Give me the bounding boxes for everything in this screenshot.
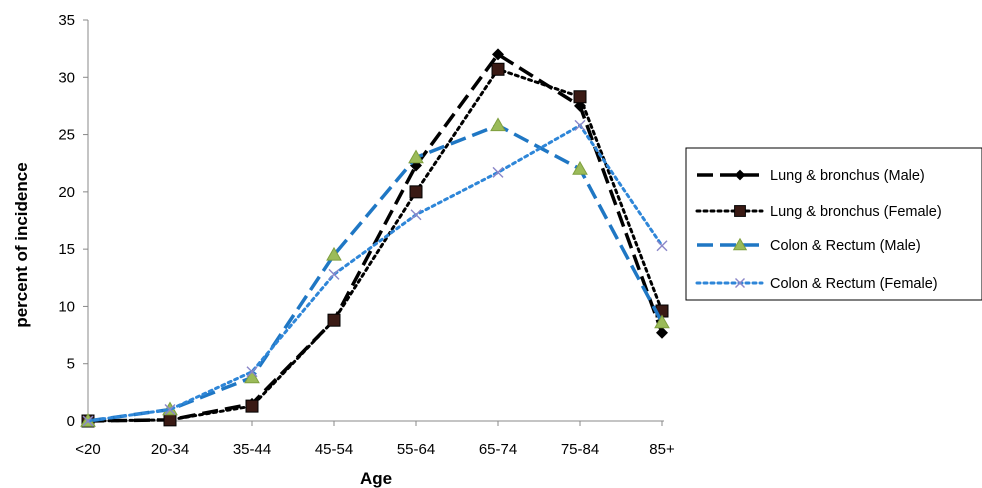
legend-entry: Colon & Rectum (Female) (695, 276, 938, 292)
x-marker (328, 268, 340, 280)
axes (87, 20, 664, 422)
y-tick-label: 5 (67, 356, 75, 373)
x-ticks: <20 20-34 35-44 45-54 55-64 65-74 75-84 85+ (75, 421, 675, 458)
diamond-marker (734, 169, 746, 181)
x-tick-label: 55-64 (397, 441, 435, 458)
y-tick-label: 0 (67, 413, 75, 430)
x-tick-label: 35-44 (233, 441, 271, 458)
triangle-marker (732, 237, 748, 251)
x-tick-label: 85+ (649, 441, 675, 458)
square-marker (491, 62, 505, 76)
x-marker (492, 166, 504, 178)
x-marker (735, 278, 745, 288)
y-tick-label: 30 (58, 69, 75, 86)
x-tick-label: 45-54 (315, 441, 353, 458)
y-tick-label: 35 (58, 12, 75, 29)
triangle-marker (408, 149, 424, 164)
legend-entry: Lung & bronchus (Male) (697, 168, 925, 184)
y-tick-label: 15 (58, 241, 75, 258)
series-1 (82, 48, 668, 427)
y-axis-title: percent of incidence (12, 162, 31, 327)
triangle-marker (654, 314, 670, 329)
y-ticks: 0 5 10 15 20 25 30 35 (58, 12, 88, 430)
diamond-marker (656, 326, 668, 339)
square-marker (327, 313, 341, 327)
diamond-marker (492, 48, 504, 61)
series-3 (80, 117, 670, 427)
triangle-marker (490, 117, 506, 132)
x-marker (82, 415, 94, 427)
triangle-marker (326, 246, 342, 261)
y-tick-label: 10 (58, 298, 75, 315)
y-tick-label: 20 (58, 184, 75, 201)
square-marker (163, 413, 177, 427)
x-axis-title: Age (360, 469, 392, 488)
series-layer (80, 48, 670, 428)
series-4 (82, 119, 668, 427)
legend-entry: Colon & Rectum (Male) (697, 237, 921, 254)
legend-label: Colon & Rectum (Female) (770, 276, 938, 292)
square-marker (409, 185, 423, 199)
series-line (86, 67, 664, 423)
x-marker (246, 366, 258, 378)
x-marker (574, 119, 586, 131)
x-marker (656, 240, 668, 252)
series-line (87, 52, 664, 423)
x-tick-label: 75-84 (561, 441, 599, 458)
series-line (86, 123, 664, 423)
square-marker (734, 205, 746, 217)
x-marker (164, 404, 176, 416)
x-tick-label: 20-34 (151, 441, 189, 458)
y-tick-label: 25 (58, 127, 75, 144)
x-tick-label: 65-74 (479, 441, 517, 458)
legend-label: Lung & bronchus (Male) (770, 168, 925, 184)
legend-label: Colon & Rectum (Male) (770, 238, 921, 254)
legend-label: Lung & bronchus (Female) (770, 204, 942, 220)
legend-entry: Lung & bronchus (Female) (695, 204, 942, 220)
triangle-marker (572, 160, 588, 175)
square-marker (245, 399, 259, 413)
triangle-marker (244, 369, 260, 384)
x-tick-label: <20 (75, 441, 100, 458)
square-marker (573, 90, 587, 104)
legend: Lung & bronchus (Male) Lung & bronchus (F… (685, 147, 982, 301)
x-marker (410, 209, 422, 221)
